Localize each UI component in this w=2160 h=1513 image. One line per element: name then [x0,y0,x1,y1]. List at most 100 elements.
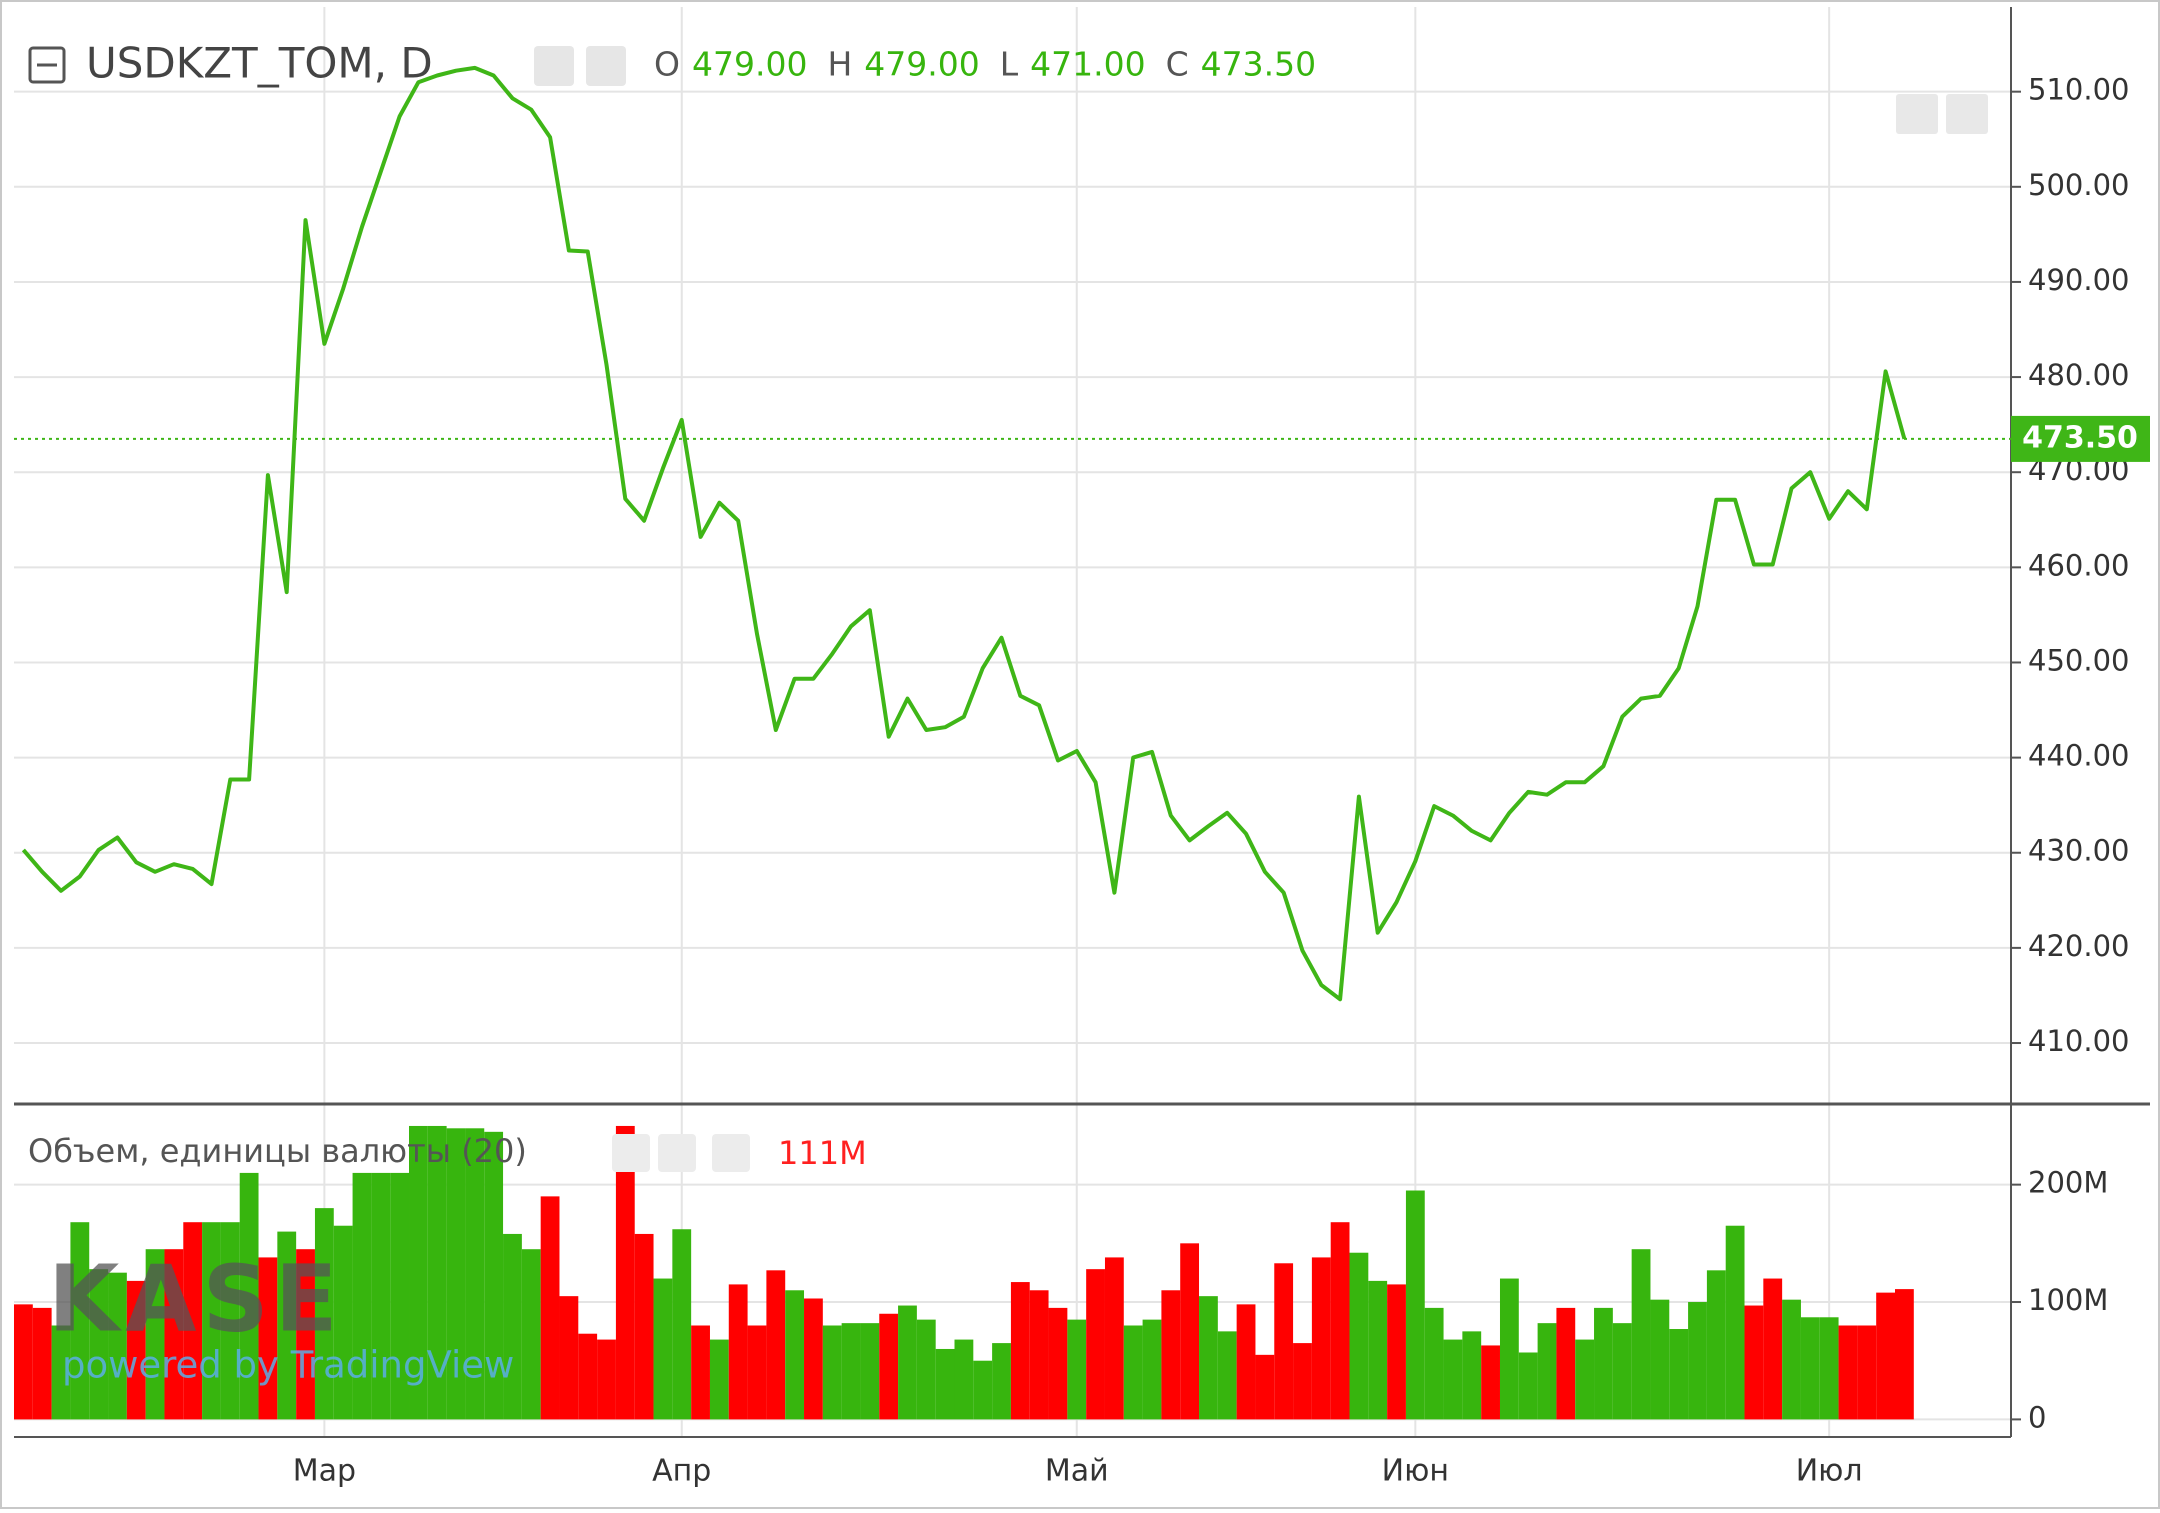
volume-bar [898,1305,917,1420]
volume-bar [540,1196,560,1420]
volume-bar [785,1290,805,1420]
y-tick-label: 490.00 [2028,263,2129,297]
volume-bar [1537,1323,1557,1420]
volume-bar [559,1296,579,1420]
volume-bar [916,1319,936,1420]
volume-bar [973,1360,993,1420]
x-tick-label: Май [1045,1454,1109,1489]
watermark-logo: KASE [48,1245,344,1352]
x-tick-label: Мар [293,1454,356,1489]
ohlc-value: 471.00 [1030,45,1145,84]
volume-bar [202,1222,221,1420]
y-tick-label: 460.00 [2028,548,2129,582]
volume-title: Объем, единицы валюты (20) [28,1132,527,1170]
volume-bar [333,1225,353,1420]
volume-bar [1311,1257,1331,1420]
volume-bar [1612,1323,1632,1420]
volume-bar [860,1323,880,1420]
y-tick-label: 0 [2028,1400,2046,1434]
settings-icon[interactable] [658,1134,696,1172]
ohlc-key: C [1166,45,1189,84]
x-tick-label: Июл [1796,1454,1863,1489]
settings-icon[interactable] [586,46,626,86]
last-price-label: 473.50 [2022,420,2138,455]
price-line [21,65,1907,1002]
volume-bar [1387,1284,1406,1420]
volume-bar [804,1298,823,1420]
scroll-icon[interactable] [1946,94,1988,134]
volume-bar [1725,1225,1745,1420]
volume-bar [503,1233,522,1420]
volume-bar [521,1249,541,1420]
volume-bar [258,1257,278,1420]
volume-bar [108,1272,127,1420]
volume-bar [1368,1280,1388,1420]
volume-bar [578,1333,598,1420]
volume-bar [1217,1331,1237,1420]
volume-bar [841,1323,861,1420]
volume-bar [1142,1319,1162,1420]
volume-bar [371,1172,391,1420]
volume-bar [1876,1292,1895,1420]
eye-icon[interactable] [534,46,574,86]
volume-bar [1782,1299,1801,1420]
collapse-icon[interactable] [28,46,66,84]
volume-bar [1556,1307,1576,1420]
volume-bar [935,1348,955,1420]
volume-bar [1067,1319,1087,1420]
volume-bar [728,1284,748,1420]
volume-bar [277,1231,297,1420]
y-tick-label: 510.00 [2028,73,2129,107]
scroll-icon[interactable] [1896,94,1938,134]
eye-icon[interactable] [612,1134,650,1172]
volume-bar [183,1222,203,1420]
volume-bar [1819,1317,1839,1420]
close-icon[interactable] [712,1134,750,1172]
volume-bar [390,1172,410,1420]
volume-bar [296,1249,315,1420]
volume-bar [954,1339,974,1420]
volume-bar [1161,1290,1181,1420]
watermark-sub: powered by TradingView [62,1344,514,1387]
volume-bar [634,1233,654,1420]
volume-bar [1424,1307,1444,1420]
volume-bar [1744,1305,1764,1420]
volume-bar [1330,1222,1350,1420]
volume-bar [653,1278,673,1420]
volume-bar [879,1313,899,1420]
volume-bar [1462,1331,1482,1420]
volume-bar [1349,1252,1369,1420]
volume-bar [822,1325,842,1420]
ohlc-value: 479.00 [864,45,979,84]
volume-bar [1838,1325,1858,1420]
volume-bar [1123,1325,1143,1420]
volume-bar [1518,1352,1538,1420]
volume-bar [145,1249,165,1420]
volume-bar [1857,1325,1877,1420]
volume-bar [89,1269,109,1420]
volume-bar [13,1304,33,1420]
volume-bar [164,1249,184,1420]
volume-bar [427,1125,447,1420]
volume-bar [1499,1278,1519,1420]
volume-bar [1631,1249,1651,1420]
volume-bar [314,1208,334,1420]
volume-bar [1706,1270,1726,1420]
volume-bar [465,1128,485,1420]
volume-bar [126,1280,146,1420]
y-tick-label: 480.00 [2028,358,2129,392]
ohlc-key: H [827,45,852,84]
ohlc-value: 473.50 [1201,45,1316,84]
symbol-title: USDKZT_TOM, D [86,39,433,88]
volume-bar [1481,1345,1500,1420]
last-price-badge [2011,415,2150,462]
y-tick-label: 440.00 [2028,739,2129,773]
volume-bar [992,1343,1011,1420]
volume-bar [239,1172,259,1420]
volume-bar [1688,1302,1707,1420]
y-tick-label: 450.00 [2028,643,2129,677]
volume-bar [615,1125,635,1420]
volume-bar [1180,1243,1200,1420]
